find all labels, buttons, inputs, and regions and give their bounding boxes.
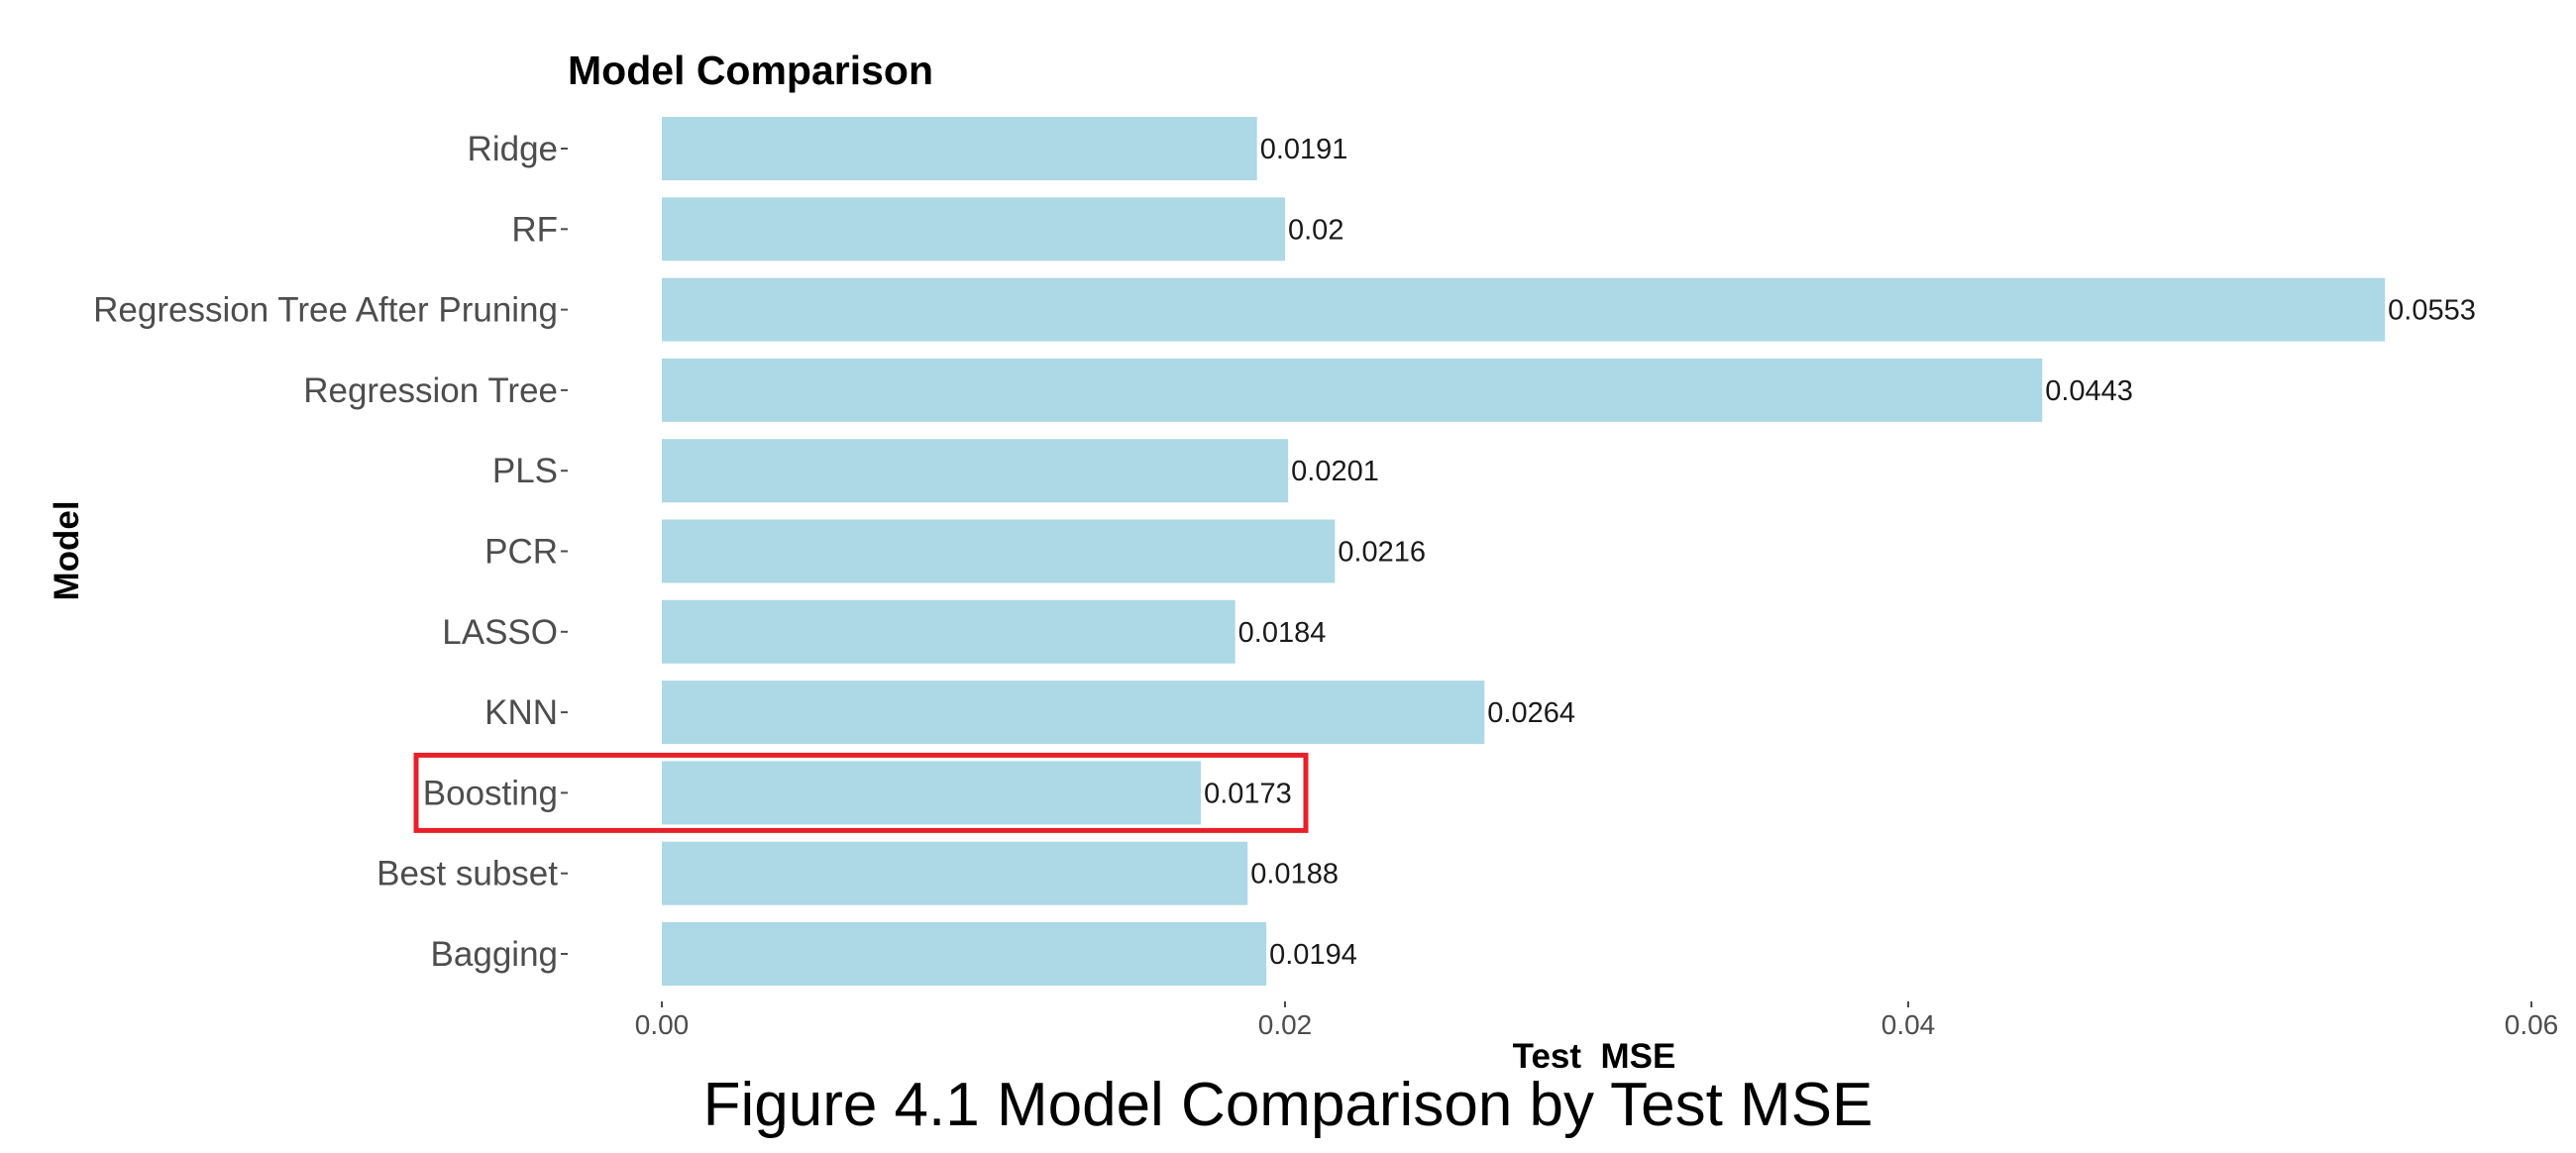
x-axis-title: Test_MSE <box>1513 1037 1676 1070</box>
x-tick-label-0-02: 0.02 <box>1258 1009 1313 1040</box>
category-label-lasso: LASSO <box>442 613 558 652</box>
x-tick-label-0-00: 0.00 <box>635 1009 690 1040</box>
bar-pcr <box>662 519 1336 583</box>
category-label-rf: RF <box>511 210 558 249</box>
figure-caption: Figure 4.1 Model Comparison by Test MSE <box>702 1071 1874 1139</box>
value-label-boosting: 0.0173 <box>1204 778 1292 809</box>
highlight-box <box>413 752 1309 833</box>
bar-knn <box>662 681 1485 745</box>
value-label-bagging: 0.0194 <box>1269 939 1357 971</box>
category-label-regression-tree: Regression Tree <box>303 371 558 410</box>
value-label-regression-tree: 0.0443 <box>2045 375 2133 407</box>
y-axis-title: Model <box>48 500 86 600</box>
bar-bagging <box>662 922 1267 986</box>
bar-regression-tree <box>662 358 2043 422</box>
category-label-pcr: PCR <box>484 533 558 572</box>
category-label-regression-tree-after-pruning: Regression Tree After Pruning <box>93 291 558 330</box>
category-label-boosting: Boosting <box>423 774 558 812</box>
bar-chart: Model Comparison 0.0191 Ridge 0.02 RF 0.0553… <box>48 48 2559 1070</box>
bar-rf <box>662 197 1285 262</box>
category-label-best-subset: Best subset <box>376 855 558 893</box>
value-label-regression-tree-after-pruning: 0.0553 <box>2388 295 2476 327</box>
value-label-best-subset: 0.0188 <box>1250 859 1339 891</box>
value-label-rf: 0.02 <box>1288 214 1343 246</box>
x-tick-label-0-06: 0.06 <box>2505 1009 2559 1040</box>
bar-ridge <box>662 117 1257 180</box>
value-label-pcr: 0.0216 <box>1338 537 1426 569</box>
category-label-knn: KNN <box>484 693 558 732</box>
category-label-pls: PLS <box>492 452 558 490</box>
bar-pls <box>662 439 1289 503</box>
value-label-knn: 0.0264 <box>1487 697 1575 729</box>
category-label-ridge: Ridge <box>468 130 558 168</box>
bar-boosting <box>662 761 1202 825</box>
category-label-bagging: Bagging <box>431 935 558 974</box>
bar-regression-tree-after-pruning <box>662 277 2386 342</box>
bar-best-subset <box>662 841 1248 905</box>
bar-lasso <box>662 599 1235 664</box>
value-label-ridge: 0.0191 <box>1260 134 1348 165</box>
value-label-lasso: 0.0184 <box>1238 617 1327 649</box>
chart-title: Model Comparison <box>568 48 933 93</box>
value-label-pls: 0.0201 <box>1291 456 1379 487</box>
x-tick-label-0-04: 0.04 <box>1881 1009 1936 1040</box>
